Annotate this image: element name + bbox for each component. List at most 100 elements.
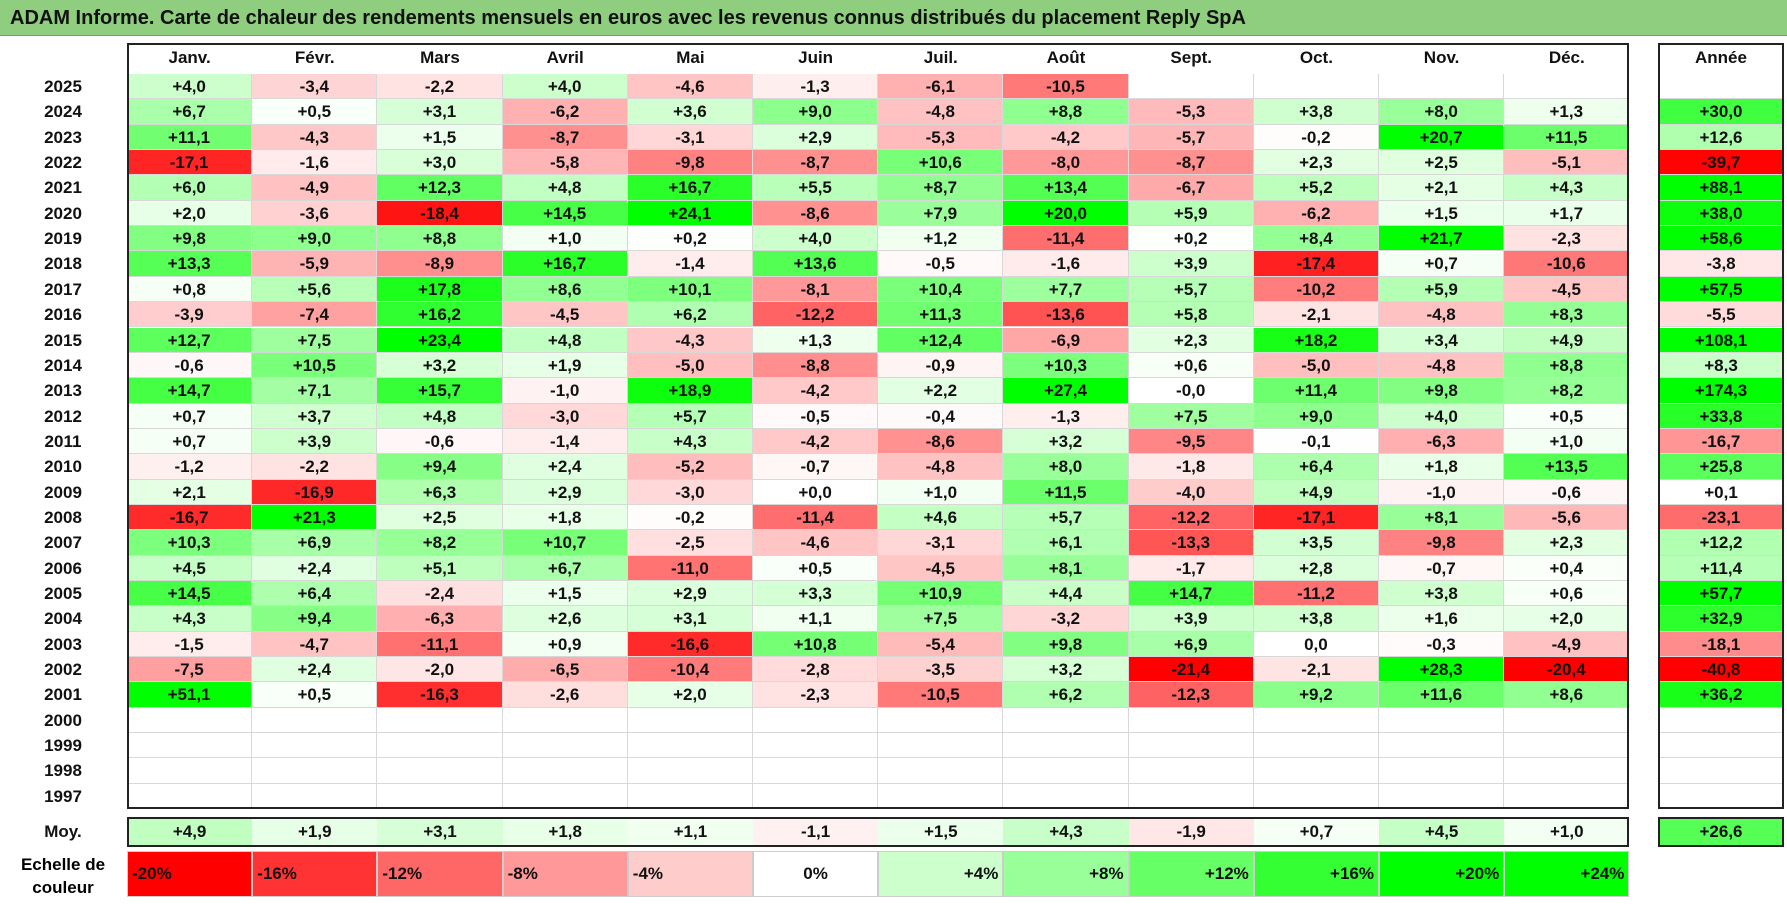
heatmap-cell: -5,0 (1253, 352, 1379, 379)
year-total-cell: +25,8 (1658, 454, 1784, 480)
color-scale-label: Echelle de couleur (20, 855, 106, 897)
year-total-cell: +174,3 (1658, 378, 1784, 404)
heatmap-cell: +13,6 (753, 251, 879, 277)
heatmap-cell: +1,0 (502, 226, 628, 252)
row-year-label: 2004 (0, 606, 126, 632)
heatmap-cell: +3,4 (1379, 327, 1505, 353)
heatmap-cell: +51,1 (127, 682, 253, 708)
heatmap-cell (1504, 707, 1630, 734)
heatmap-cell: +13,3 (127, 251, 253, 277)
heatmap-cell: +18,2 (1253, 327, 1379, 353)
heatmap-cell: -5,9 (252, 251, 378, 277)
year-total-cell: +12,2 (1658, 530, 1784, 556)
heatmap-cell: +1,2 (878, 226, 1004, 252)
heatmap-cell: -16,3 (377, 682, 503, 708)
row-year-label: 1999 (0, 733, 126, 759)
heatmap-cell: -11,0 (627, 555, 753, 581)
heatmap-cell (1504, 74, 1630, 100)
heatmap-cell (127, 758, 253, 784)
heatmap-cell: +3,3 (753, 581, 879, 607)
heatmap-cell (1379, 783, 1505, 810)
year-total-cell: +11,4 (1658, 555, 1784, 581)
heatmap-cell: -8,7 (502, 124, 628, 151)
heatmap-cell: +5,7 (1003, 504, 1129, 531)
month-header: Août (1003, 43, 1129, 73)
heatmap-cell: -8,9 (377, 251, 503, 277)
heatmap-cell: +0,7 (1379, 251, 1505, 277)
row-year-label: 2016 (0, 302, 126, 328)
heatmap-cell (1003, 758, 1129, 784)
heatmap-cell: -8,0 (1003, 150, 1129, 176)
heatmap-cell: +16,7 (502, 251, 628, 277)
heatmap-cell (1253, 74, 1379, 100)
heatmap-cell: +11,4 (1253, 378, 1379, 404)
heatmap-cell: -0,2 (627, 504, 753, 531)
heatmap-cell: +6,4 (1253, 454, 1379, 480)
heatmap-cell: +10,9 (878, 581, 1004, 607)
color-scale-step: +12% (1128, 851, 1254, 897)
month-header: Févr. (252, 43, 378, 73)
row-year-label: 1998 (0, 758, 126, 784)
heatmap-cell: +4,9 (1253, 479, 1379, 505)
color-scale-step: -8% (502, 851, 628, 897)
heatmap-cell: -12,2 (753, 302, 879, 328)
heatmap-cell (1379, 758, 1505, 784)
year-total-cell (1658, 74, 1784, 100)
row-year-label: 2015 (0, 327, 126, 353)
heatmap-cell: +14,7 (127, 378, 253, 404)
heatmap-cell: +17,8 (377, 276, 503, 303)
heatmap-cell: -21,4 (1128, 657, 1254, 683)
heatmap-cell: -2,0 (377, 657, 503, 683)
heatmap-cell (1379, 733, 1505, 759)
heatmap-cell (1128, 707, 1254, 734)
heatmap-cell: +0,5 (252, 99, 378, 125)
heatmap-cell: +2,0 (1504, 606, 1630, 632)
year-total-cell: -23,1 (1658, 504, 1784, 531)
heatmap-cell: -0,6 (127, 352, 253, 379)
month-header: Oct. (1253, 43, 1379, 73)
heatmap-cell: +6,9 (1128, 631, 1254, 658)
heatmap-cell (1128, 783, 1254, 810)
heatmap-cell: -17,4 (1253, 251, 1379, 277)
heatmap-cell (377, 783, 503, 810)
year-total-cell: +57,7 (1658, 581, 1784, 607)
heatmap-cell: -18,4 (377, 200, 503, 227)
heatmap-cell (1379, 74, 1505, 100)
heatmap-cell: +10,6 (878, 150, 1004, 176)
heatmap-cell: +1,5 (502, 581, 628, 607)
heatmap-cell: +6,4 (252, 581, 378, 607)
heatmap-cell: +4,3 (127, 606, 253, 632)
heatmap-cell (1504, 783, 1630, 810)
heatmap-cell: +3,7 (252, 403, 378, 429)
heatmap-cell: +12,4 (878, 327, 1004, 353)
heatmap-cell: +2,4 (502, 454, 628, 480)
heatmap-cell: -8,1 (753, 276, 879, 303)
heatmap-cell: -0,6 (1504, 479, 1630, 505)
heatmap-cell: -4,2 (1003, 124, 1129, 151)
year-total-header: Année (1658, 43, 1784, 73)
heatmap-cell: +3,2 (377, 352, 503, 379)
heatmap-cell: +9,4 (252, 606, 378, 632)
heatmap-cell: -4,9 (252, 175, 378, 201)
heatmap-cell: +10,5 (252, 352, 378, 379)
heatmap-cell: -2,6 (502, 682, 628, 708)
heatmap-cell: -6,9 (1003, 327, 1129, 353)
heatmap-cell: -0,9 (878, 352, 1004, 379)
heatmap-cell: +10,3 (127, 530, 253, 556)
heatmap-cell (1253, 707, 1379, 734)
heatmap-cell: -4,0 (1128, 479, 1254, 505)
year-total-cell: -40,8 (1658, 657, 1784, 683)
year-total-cell: -5,5 (1658, 302, 1784, 328)
heatmap-cell: -4,3 (627, 327, 753, 353)
average-cell: +1,5 (878, 817, 1004, 848)
heatmap-cell: +1,5 (1379, 200, 1505, 227)
heatmap-cell: -4,2 (753, 428, 879, 455)
heatmap-cell: +21,3 (252, 504, 378, 531)
heatmap-cell: -2,8 (753, 657, 879, 683)
heatmap-cell: -11,4 (753, 504, 879, 531)
row-year-label: 2003 (0, 631, 126, 658)
heatmap-cell: +11,3 (878, 302, 1004, 328)
heatmap-cell: +5,9 (1128, 200, 1254, 227)
heatmap-cell: +8,6 (502, 276, 628, 303)
year-total-cell: +57,5 (1658, 276, 1784, 303)
